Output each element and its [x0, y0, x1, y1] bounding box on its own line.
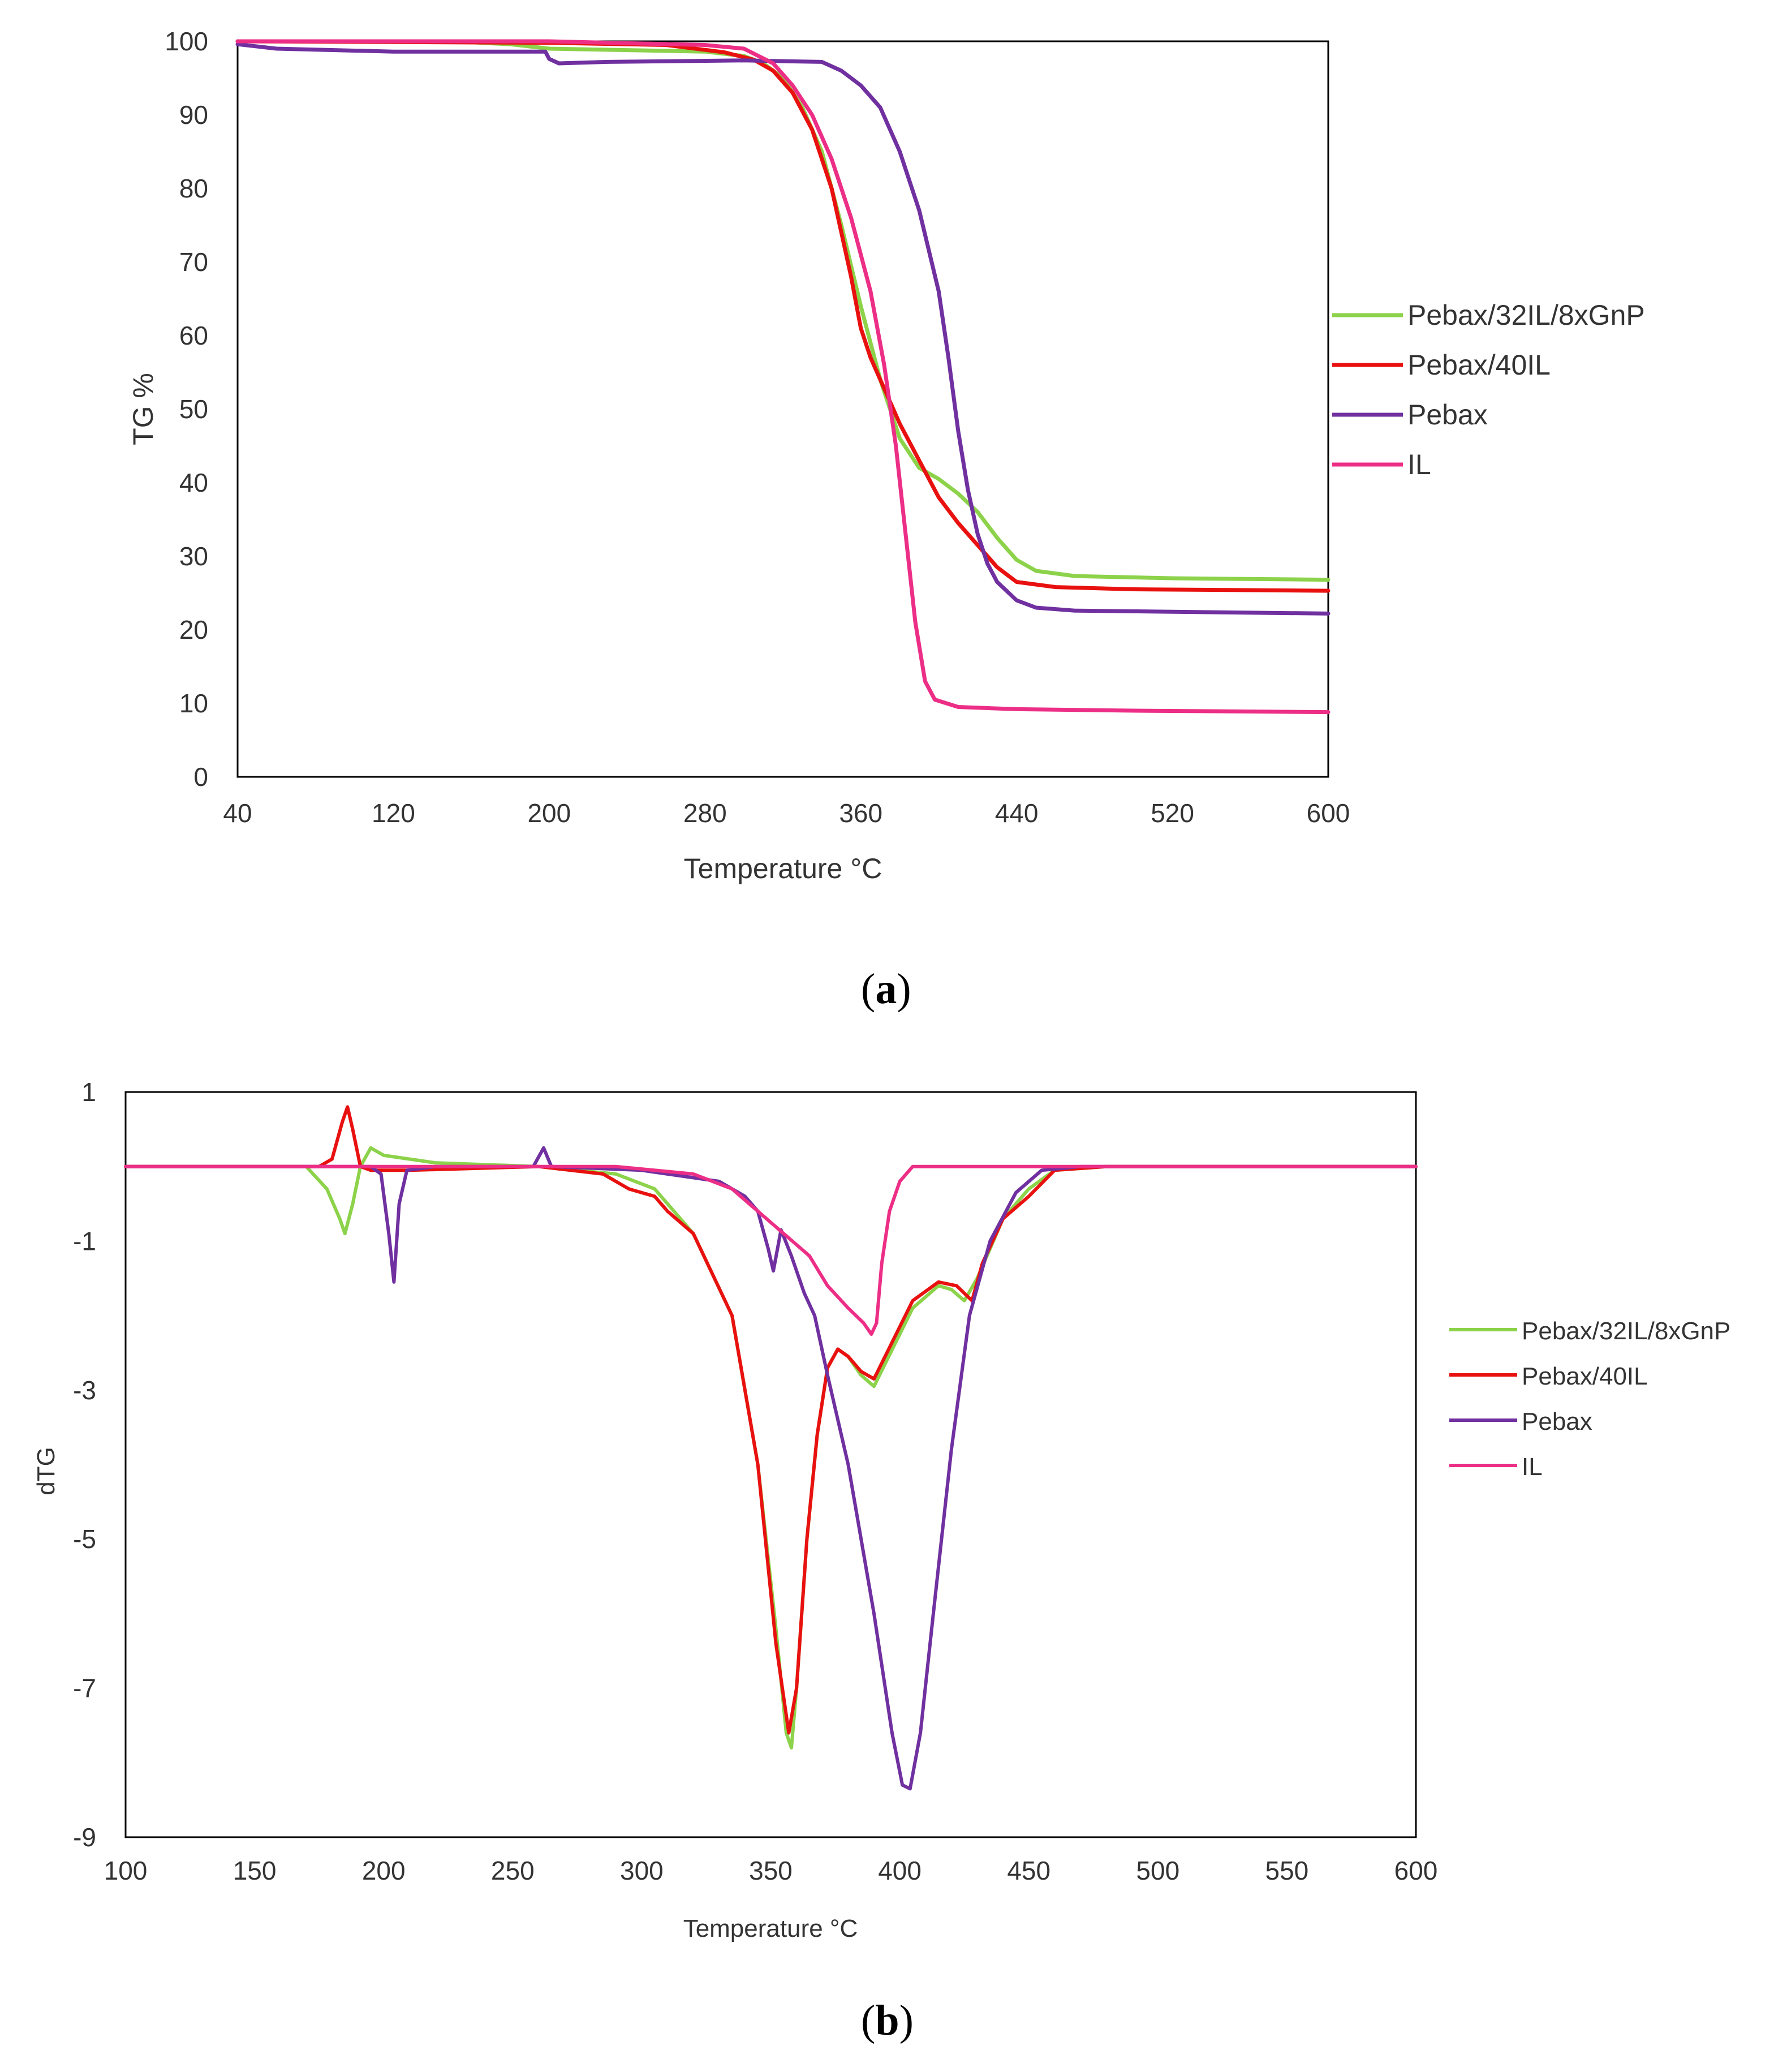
chart-a-y-tick-label: 50 [179, 394, 208, 424]
chart-b-series-line-pebax [124, 1146, 1418, 1791]
chart-b-y-tick-label: -7 [73, 1674, 96, 1703]
chart-b-legend-label-pebax: Pebax [1522, 1408, 1592, 1435]
chart-b-x-tick-label: 100 [104, 1856, 148, 1885]
chart-b-x-tick-label: 600 [1394, 1856, 1438, 1885]
chart-a-x-tick-label: 520 [1151, 798, 1194, 828]
chart-a-x-axis-title: Temperature °C [684, 853, 882, 884]
panel-label-a: (a) [861, 965, 911, 1013]
chart-b-y-axis-title: dTG [32, 1447, 60, 1495]
chart-b-legend: Pebax/32IL/8xGnP Pebax/40IL Pebax IL [1449, 1317, 1730, 1481]
chart-a-plot-area [236, 40, 1329, 778]
chart-a-y-tick-labels: 0 10 20 30 40 50 60 70 80 90 100 [165, 27, 208, 792]
chart-b-y-tick-labels: -9 -7 -5 -3 -1 1 [73, 1077, 96, 1852]
chart-a-x-tick-label: 360 [839, 798, 882, 828]
chart-b-x-tick-label: 400 [878, 1856, 922, 1885]
chart-a-y-tick-label: 0 [193, 762, 208, 792]
chart-b-plot-area [124, 1091, 1417, 1838]
chart-a-legend-label-pebax: Pebax [1407, 399, 1488, 431]
chart-a-series-line-pebax-32il-8xgnp [235, 39, 1331, 582]
chart-b-series-line-il [124, 1164, 1418, 1336]
chart-b-x-tick-labels: 100 150 200 250 300 350 400 450 500 550 600 [104, 1856, 1438, 1885]
chart-a-tg: 0 10 20 30 40 50 60 70 80 90 100 40 120 200 280 360 440… [127, 27, 1645, 884]
chart-b-x-tick-label: 250 [491, 1856, 535, 1885]
chart-b-x-tick-label: 150 [233, 1856, 277, 1885]
chart-a-y-tick-label: 90 [179, 100, 208, 130]
panel-label-b: (b) [861, 1997, 914, 2044]
chart-a-x-tick-label: 120 [372, 798, 415, 828]
chart-b-legend-label-pebax-32il-8xgnp: Pebax/32IL/8xGnP [1522, 1317, 1730, 1345]
chart-b-y-tick-label: -1 [73, 1226, 96, 1256]
chart-a-series-line-pebax [235, 42, 1331, 616]
chart-b-y-tick-label: -3 [73, 1375, 96, 1405]
chart-b-x-tick-label: 300 [620, 1856, 664, 1885]
chart-b-y-tick-label: 1 [81, 1077, 96, 1107]
chart-b-legend-label-pebax-40il: Pebax/40IL [1522, 1362, 1648, 1390]
chart-a-x-tick-label: 200 [527, 798, 571, 828]
chart-a-legend-label-pebax-40il: Pebax/40IL [1407, 349, 1551, 381]
chart-a-x-tick-label: 280 [683, 798, 727, 828]
chart-b-x-tick-label: 550 [1265, 1856, 1309, 1885]
chart-a-y-tick-label: 100 [165, 27, 208, 56]
chart-a-x-tick-labels: 40 120 200 280 360 440 520 600 [223, 798, 1350, 828]
chart-a-y-axis-title: TG % [127, 373, 159, 445]
chart-a-series-line-pebax-40il [235, 39, 1331, 593]
chart-a-y-tick-label: 80 [179, 174, 208, 203]
chart-a-y-tick-label: 10 [179, 689, 208, 718]
chart-a-series-group [235, 39, 1331, 715]
chart-a-legend-label-pebax-32il-8xgnp: Pebax/32IL/8xGnP [1407, 299, 1645, 331]
chart-b-x-tick-label: 450 [1007, 1856, 1050, 1885]
chart-b-legend-label-il: IL [1522, 1453, 1543, 1481]
chart-a-y-tick-label: 20 [179, 615, 208, 644]
chart-b-series-line-pebax-32il-8xgnp [124, 1146, 1418, 1749]
chart-a-x-tick-label: 440 [995, 798, 1039, 828]
chart-a-y-tick-label: 60 [179, 321, 208, 350]
chart-a-legend: Pebax/32IL/8xGnP Pebax/40IL Pebax IL [1332, 299, 1645, 480]
chart-b-x-tick-label: 200 [362, 1856, 406, 1885]
chart-b-x-tick-label: 500 [1136, 1856, 1179, 1885]
chart-b-y-tick-label: -5 [73, 1524, 96, 1554]
chart-b-y-tick-label: -9 [73, 1822, 96, 1852]
chart-a-x-tick-label: 600 [1307, 798, 1350, 828]
chart-b-series-group [124, 1105, 1418, 1791]
chart-b-x-axis-title: Temperature °C [683, 1915, 858, 1942]
chart-a-legend-label-il: IL [1407, 449, 1431, 480]
chart-a-y-tick-label: 30 [179, 541, 208, 571]
chart-b-dtg: -9 -7 -5 -3 -1 1 100 150 200 250 300 350 400 450 500 5… [32, 1077, 1730, 1942]
chart-a-series-line-il [235, 39, 1331, 715]
chart-a-x-tick-label: 40 [223, 798, 252, 828]
chart-a-y-tick-label: 40 [179, 468, 208, 497]
chart-b-x-tick-label: 350 [749, 1856, 793, 1885]
chart-a-y-tick-label: 70 [179, 247, 208, 277]
